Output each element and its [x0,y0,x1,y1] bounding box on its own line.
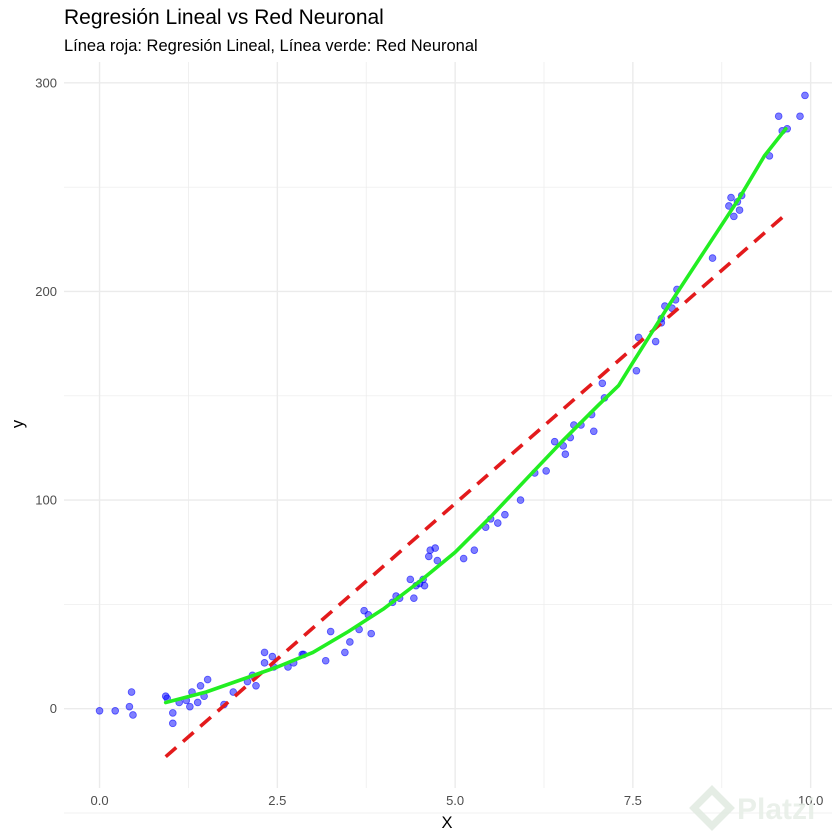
grid-minor [64,62,832,814]
data-point [708,254,717,262]
data-point [727,193,735,202]
data-point [550,437,559,446]
x-axis-title: X [441,814,452,832]
y-tick-labels: 0 100 200 300 [35,75,57,716]
data-point [735,206,744,214]
data-point [252,681,260,690]
data-point [321,656,330,665]
y-axis-title: y [9,419,27,428]
data-point [796,112,804,121]
data-point [229,688,238,696]
data-point [774,112,783,121]
data-point [169,709,177,717]
y-tick-label: 200 [35,284,57,299]
data-point [410,594,418,602]
data-point [341,648,349,657]
data-point [367,629,376,638]
data-point [203,675,212,684]
data-point [186,702,194,711]
grid-major [64,62,832,788]
data-point [169,719,177,728]
watermark: Platzi [689,785,815,831]
data-point [196,681,205,690]
data-point [125,702,134,711]
data-point [589,427,598,436]
data-point [127,688,136,696]
data-point [346,638,354,646]
data-point [542,467,550,475]
data-point [459,554,468,563]
data-point [431,544,440,552]
data-point [730,212,738,221]
chart-subtitle: Línea roja: Regresión Lineal, Línea verd… [64,37,478,55]
data-point [260,659,269,667]
data-point [501,510,509,519]
data-point [111,707,119,715]
data-point [326,627,335,636]
data-point [433,556,442,565]
data-point [801,91,809,100]
data-point [493,519,502,527]
data-point [632,366,641,375]
data-point [598,379,607,388]
data-point [420,581,429,590]
neural-network-line [163,127,788,705]
data-point [268,652,277,661]
y-tick-label: 100 [35,493,57,508]
data-point [129,711,137,719]
data-point [470,546,479,554]
x-tick-labels: 0.0 2.5 5.0 7.5 10.0 [91,793,824,808]
x-tick-label: 5.0 [446,793,464,808]
y-tick-label: 300 [35,75,57,90]
x-tick-label: 2.5 [268,793,286,808]
data-point [260,648,269,657]
plot-panel: 0.0 2.5 5.0 7.5 10.0 0 100 200 300 [35,62,832,814]
data-point [651,337,660,346]
chart-title: Regresión Lineal vs Red Neuronal [64,6,384,29]
x-tick-label: 7.5 [624,793,642,808]
y-tick-label: 0 [50,701,57,716]
x-tick-label: 10.0 [798,793,823,808]
data-point [406,575,415,584]
data-point [516,496,525,504]
data-point [193,698,202,707]
data-point [561,450,570,459]
data-point [95,707,104,715]
x-tick-label: 0.0 [91,793,109,808]
watermark-text: Platzi [737,793,815,826]
data-point [424,552,433,561]
platzi-logo-icon [689,785,735,831]
